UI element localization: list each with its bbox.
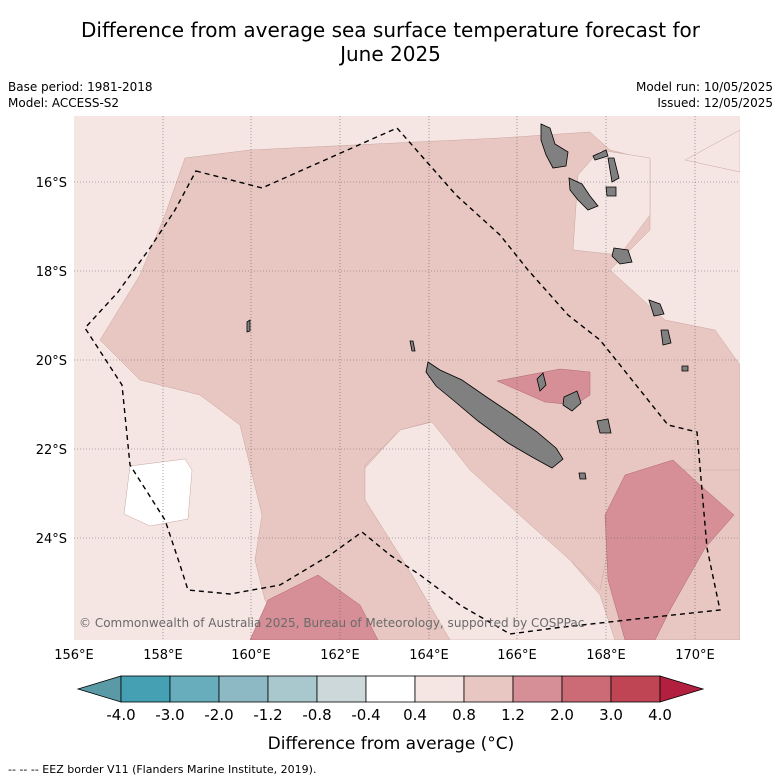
colorbar-label: 0.8 [452,706,476,724]
neutral-region [123,458,193,527]
colorbar-segment [610,675,661,703]
lat-tick-label: 22°S [36,443,67,458]
new-caledonia-island [425,361,564,469]
band-0-4-0-8-south [364,421,616,640]
lat-tick-labels: 16°S 18°S 20°S 22°S 24°S [36,176,67,547]
isle-of-pines [578,472,587,480]
efate-island [611,247,633,265]
tanna-island [660,329,672,346]
title-line-1: Difference from average sea surface temp… [80,18,700,42]
copyright-text: © Commonwealth of Australia 2025, Bureau… [79,616,584,630]
lon-tick-label: 170°E [675,648,715,663]
colorbar-segment [414,675,465,703]
eez-legend-note: -- -- -- EEZ border V11 (Flanders Marine… [8,763,317,776]
lat-tick-label: 24°S [36,532,67,547]
landmasses [246,123,689,480]
model-run: Model run: 10/05/2025 [635,80,773,94]
colorbar-title: Difference from average (°C) [268,734,515,754]
colorbar-label: -0.4 [351,706,380,724]
colorbar-label: -4.0 [106,706,135,724]
colorbar-label: -0.8 [302,706,331,724]
lon-tick-labels: 156°E 158°E 160°E 162°E 164°E 166°E 168°… [54,648,715,663]
meta-left: Base period: 1981-2018 Model: ACCESS-S2 [8,79,153,111]
colorbar-low-extension [76,675,122,703]
aneityum-island [681,365,689,372]
title-line-2: June 2025 [340,42,441,66]
lifou-island [562,390,582,412]
colorbar-segment [365,675,416,703]
colorbar-label: 4.0 [648,706,672,724]
band-1-2-2-0-southeast [604,459,735,640]
lon-tick-label: 168°E [586,648,626,663]
colorbar-label: -3.0 [155,706,184,724]
belep-islands [409,340,416,352]
colorbar-high-extension [659,675,705,703]
colorbar-segment [218,675,269,703]
map-area: © Commonwealth of Australia 2025, Bureau… [74,116,740,640]
espiritu-santo-island [540,123,569,169]
lon-tick-label: 156°E [54,648,94,663]
colorbar [76,675,705,703]
model-name: Model: ACCESS-S2 [8,96,120,110]
colorbar-segment [120,675,171,703]
lon-tick-label: 162°E [320,648,360,663]
colorbar-label: 0.4 [403,706,427,724]
colorbar-label: -2.0 [204,706,233,724]
pentecost-island [607,157,620,183]
colorbar-segment [561,675,612,703]
lon-tick-label: 158°E [143,648,183,663]
colorbar-segment [512,675,563,703]
colorbar-label: 3.0 [599,706,623,724]
base-period: Base period: 1981-2018 [8,80,153,94]
lat-tick-label: 20°S [36,354,67,369]
lon-tick-label: 160°E [231,648,271,663]
chesterfield-island [246,319,251,333]
erromango-island [648,299,665,317]
lat-tick-label: 18°S [36,265,67,280]
lat-tick-label: 16°S [36,176,67,191]
malekula-island [568,177,599,211]
issued-date: Issued: 12/05/2025 [657,96,773,110]
colorbar-label: -1.2 [253,706,282,724]
ambae-island [592,149,609,161]
colorbar-segment [463,675,514,703]
lon-tick-label: 166°E [497,648,537,663]
meta-right: Model run: 10/05/2025 Issued: 12/05/2025 [636,79,773,111]
colorbar-label: 1.2 [501,706,525,724]
colorbar-label: 2.0 [550,706,574,724]
colorbar-segment [267,675,318,703]
colorbar-labels: -4.0 -3.0 -2.0 -1.2 -0.8 -0.4 0.4 0.8 1.… [106,706,672,724]
colorbar-segment [316,675,367,703]
eez-border [84,127,721,635]
colorbar-segment [169,675,220,703]
ouvea-island [536,372,547,392]
band-1-2-2-0-south [249,574,379,640]
band-0-4-0-8-east [684,129,740,173]
mare-island [596,418,612,434]
ambrym-island [605,186,617,197]
gridlines [74,116,740,640]
lon-tick-label: 164°E [409,648,449,663]
